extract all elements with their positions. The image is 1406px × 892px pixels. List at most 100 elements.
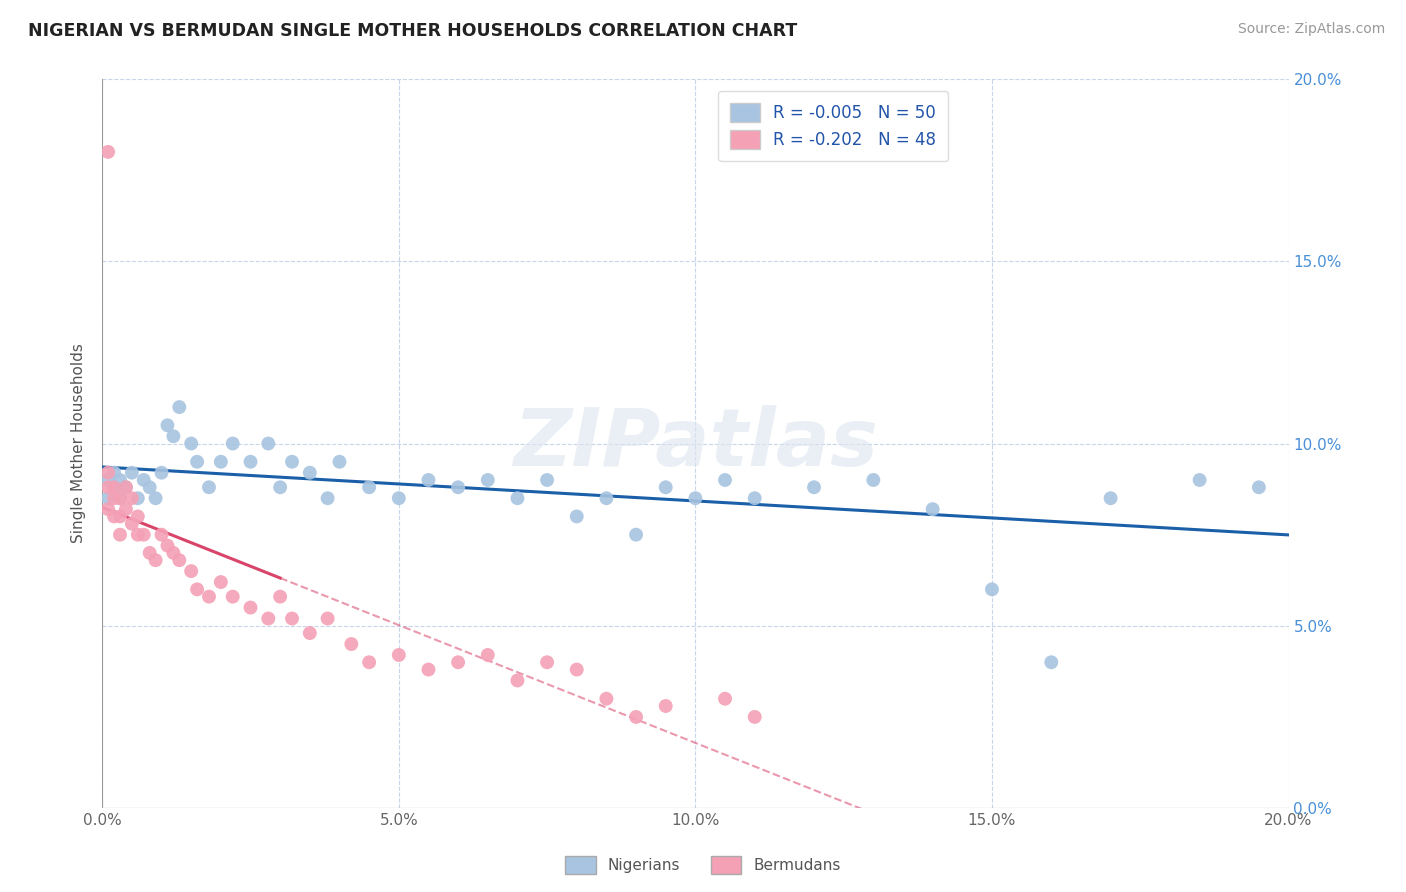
Point: [108, 473, 131, 487]
Point: [121, 516, 143, 531]
Point: [115, 502, 138, 516]
Point: [169, 553, 191, 567]
Point: [340, 637, 363, 651]
Point: [239, 600, 262, 615]
Text: ZIPatlas: ZIPatlas: [513, 405, 877, 483]
Point: [145, 553, 167, 567]
Point: [150, 527, 173, 541]
Point: [298, 626, 321, 640]
Point: [222, 436, 245, 450]
Point: [97, 491, 120, 506]
Point: [862, 473, 884, 487]
Point: [506, 491, 529, 506]
Point: [744, 710, 766, 724]
Point: [97, 502, 120, 516]
Point: [132, 473, 155, 487]
Point: [359, 655, 381, 669]
Point: [180, 564, 202, 578]
Point: [108, 509, 131, 524]
Point: [536, 655, 558, 669]
Point: [127, 491, 149, 506]
Point: [180, 436, 202, 450]
Point: [103, 491, 125, 506]
Point: [921, 502, 943, 516]
Point: [565, 509, 588, 524]
Point: [685, 491, 707, 506]
Point: [222, 590, 245, 604]
Point: [108, 491, 131, 506]
Point: [269, 590, 291, 604]
Point: [328, 455, 350, 469]
Point: [138, 546, 160, 560]
Point: [115, 480, 138, 494]
Y-axis label: Single Mother Households: Single Mother Households: [72, 343, 86, 543]
Point: [714, 473, 737, 487]
Point: [186, 455, 208, 469]
Point: [359, 480, 381, 494]
Point: [1099, 491, 1122, 506]
Point: [654, 698, 676, 713]
Point: [477, 648, 499, 662]
Point: [1247, 480, 1270, 494]
Point: [198, 480, 221, 494]
Text: NIGERIAN VS BERMUDAN SINGLE MOTHER HOUSEHOLDS CORRELATION CHART: NIGERIAN VS BERMUDAN SINGLE MOTHER HOUSE…: [28, 22, 797, 40]
Point: [132, 527, 155, 541]
Point: [803, 480, 825, 494]
Point: [1040, 655, 1063, 669]
Point: [281, 455, 304, 469]
Point: [281, 611, 304, 625]
Point: [108, 491, 131, 506]
Point: [536, 473, 558, 487]
Point: [169, 400, 191, 414]
Point: [506, 673, 529, 688]
Point: [97, 473, 120, 487]
Point: [624, 527, 647, 541]
Point: [269, 480, 291, 494]
Point: [418, 663, 440, 677]
Point: [138, 480, 160, 494]
Point: [654, 480, 676, 494]
Point: [186, 582, 208, 597]
Point: [162, 546, 184, 560]
Point: [121, 491, 143, 506]
Point: [115, 480, 138, 494]
Point: [121, 466, 143, 480]
Point: [103, 466, 125, 480]
Point: [298, 466, 321, 480]
Legend: R = -0.005   N = 50, R = -0.202   N = 48: R = -0.005 N = 50, R = -0.202 N = 48: [718, 91, 948, 161]
Point: [714, 691, 737, 706]
Point: [565, 663, 588, 677]
Point: [257, 436, 280, 450]
Point: [150, 466, 173, 480]
Point: [388, 491, 411, 506]
Point: [595, 491, 617, 506]
Point: [316, 611, 339, 625]
Point: [127, 509, 149, 524]
Point: [418, 473, 440, 487]
Point: [156, 539, 179, 553]
Point: [209, 575, 232, 590]
Point: [198, 590, 221, 604]
Point: [97, 480, 120, 494]
Point: [156, 418, 179, 433]
Point: [97, 466, 120, 480]
Point: [477, 473, 499, 487]
Point: [209, 455, 232, 469]
Point: [103, 480, 125, 494]
Point: [127, 527, 149, 541]
Point: [103, 480, 125, 494]
Point: [388, 648, 411, 662]
Point: [744, 491, 766, 506]
Point: [447, 480, 470, 494]
Point: [447, 655, 470, 669]
Point: [595, 691, 617, 706]
Point: [257, 611, 280, 625]
Point: [145, 491, 167, 506]
Point: [624, 710, 647, 724]
Point: [1188, 473, 1211, 487]
Legend: Nigerians, Bermudans: Nigerians, Bermudans: [560, 850, 846, 880]
Point: [239, 455, 262, 469]
Point: [97, 145, 120, 159]
Point: [103, 509, 125, 524]
Point: [162, 429, 184, 443]
